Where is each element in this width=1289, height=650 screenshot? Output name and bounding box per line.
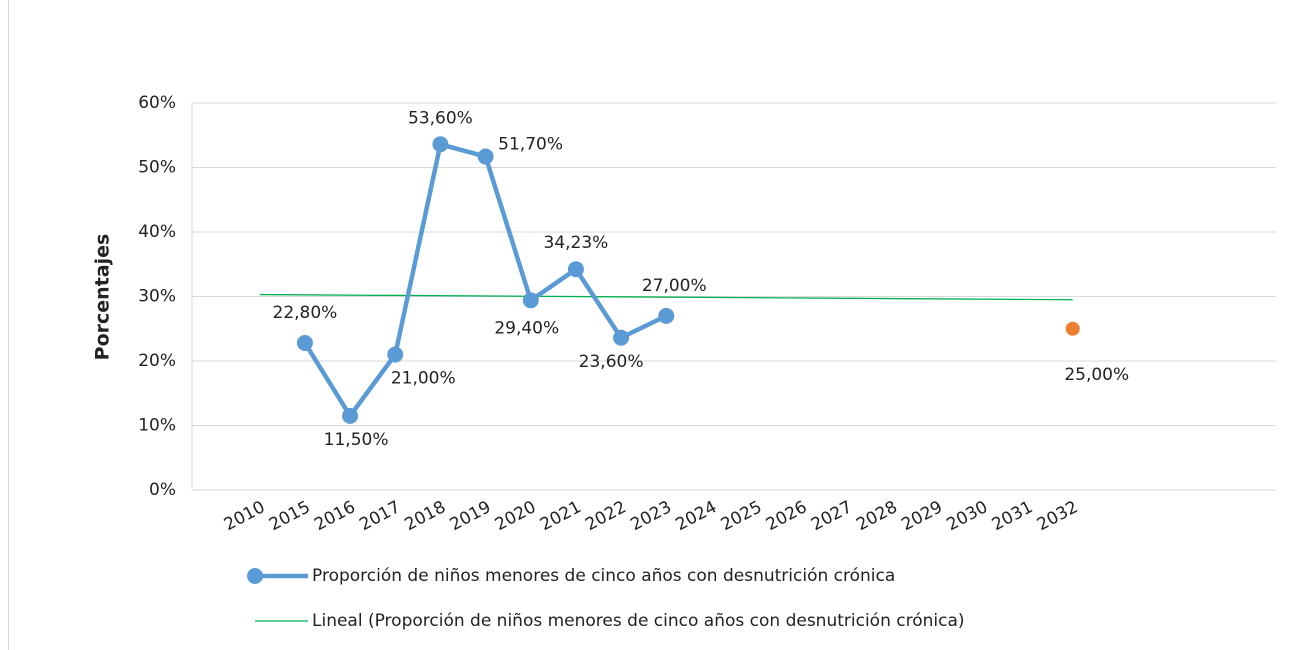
data-point <box>658 307 675 324</box>
data-point <box>477 148 494 165</box>
data-point <box>432 136 449 153</box>
y-tick-label: 40% <box>138 222 176 242</box>
y-tick-label: 10% <box>138 416 176 436</box>
data-point <box>567 261 584 278</box>
data-label: 51,70% <box>498 135 563 155</box>
legend-marker <box>247 568 263 584</box>
data-point <box>342 407 359 424</box>
data-point <box>296 334 313 351</box>
y-tick-label: 20% <box>138 351 176 371</box>
data-point <box>613 329 630 346</box>
data-label: 11,50% <box>324 430 389 450</box>
y-axis-label: Porcentajes <box>92 234 114 361</box>
data-point <box>522 292 539 309</box>
data-label: 34,23% <box>544 233 609 253</box>
data-point <box>387 346 404 363</box>
data-label: 21,00% <box>391 369 456 389</box>
y-tick-label: 50% <box>138 158 176 178</box>
data-label: 25,00% <box>1064 365 1129 385</box>
data-label: 27,00% <box>642 276 707 296</box>
y-tick-label: 0% <box>149 480 176 500</box>
data-label: 23,60% <box>579 352 644 372</box>
data-label: 22,80% <box>273 303 338 323</box>
legend-label: Lineal (Proporción de niños menores de c… <box>312 611 965 631</box>
y-tick-label: 60% <box>138 93 176 113</box>
trendline <box>259 293 1073 301</box>
data-point <box>1065 321 1080 336</box>
data-label: 29,40% <box>494 318 559 338</box>
legend-label: Proporción de niños menores de cinco año… <box>312 566 895 586</box>
data-label: 53,60% <box>408 108 473 128</box>
y-tick-label: 30% <box>138 287 176 307</box>
